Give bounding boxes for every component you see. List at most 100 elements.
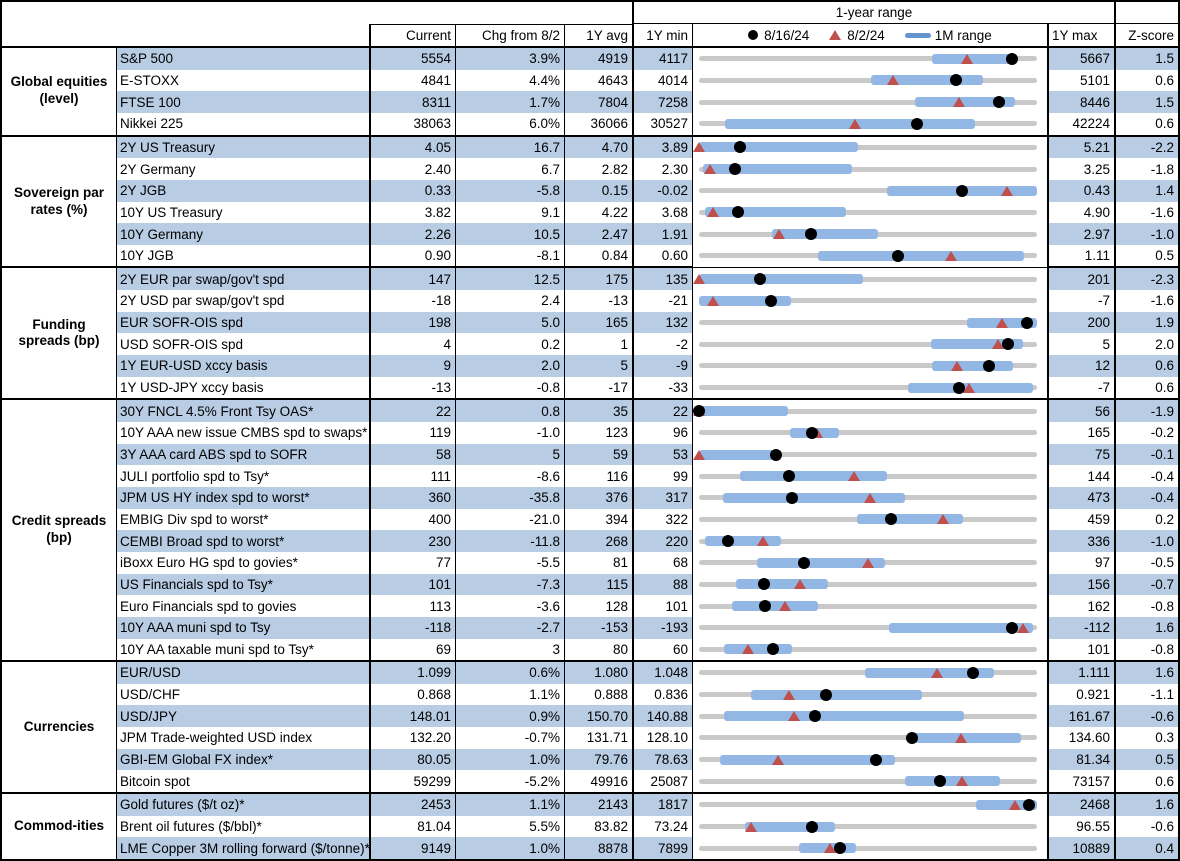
1y-max-value: 97 xyxy=(1047,551,1114,574)
1y-avg-value: 59 xyxy=(564,443,632,466)
chg-from-8-2-value: 0.6% xyxy=(455,662,564,684)
1y-avg-value: 0.84 xyxy=(564,244,632,267)
1y-avg-value: 49916 xyxy=(564,770,632,793)
1y-min-value: 99 xyxy=(632,465,692,487)
1y-min-value: 220 xyxy=(632,530,692,552)
1y-max-value: 156 xyxy=(1047,573,1114,596)
table-row: GBI-EM Global FX index* 80.05 1.0% 79.76… xyxy=(117,748,1178,771)
section-rows: 2Y EUR par swap/gov't spd 147 12.5 175 1… xyxy=(117,268,1178,399)
one-month-range-bar xyxy=(932,53,1015,64)
z-score-value: -0.2 xyxy=(1114,422,1178,444)
z-score-value: -0.1 xyxy=(1114,443,1178,466)
1y-max-value: 162 xyxy=(1047,595,1114,617)
aug16-dot-marker xyxy=(891,249,904,262)
1y-range-track xyxy=(699,802,1037,808)
chg-from-8-2-value: -8.6 xyxy=(455,465,564,487)
one-month-range-bar xyxy=(818,250,1024,261)
range-chart xyxy=(692,815,1047,838)
1y-max-value: 161.67 xyxy=(1047,705,1114,728)
table-row: EUR SOFR-OIS spd 198 5.0 165 132 200 1.9 xyxy=(117,311,1178,334)
1y-avg-value: 4919 xyxy=(564,48,632,70)
table-body: Global equities (level) S&P 500 5554 3.9… xyxy=(2,46,1178,859)
z-score-value: -0.6 xyxy=(1114,705,1178,728)
table-row: 10Y AA taxable muni spd to Tsy* 69 3 80 … xyxy=(117,638,1178,661)
1y-max-value: -112 xyxy=(1047,616,1114,639)
aug2-triangle-marker xyxy=(937,514,950,525)
aug2-triangle-marker xyxy=(779,601,792,612)
table-row: JPM Trade-weighted USD index 132.20 -0.7… xyxy=(117,727,1178,749)
one-month-range-bar xyxy=(736,579,829,590)
z-score-value: -0.8 xyxy=(1114,638,1178,661)
row-label: 1Y EUR-USD xccy basis xyxy=(117,355,369,377)
range-chart xyxy=(692,487,1047,509)
1y-range-track xyxy=(699,144,1037,150)
current-value: 360 xyxy=(369,487,455,509)
section-rows: 30Y FNCL 4.5% Front Tsy OAS* 22 0.8 35 2… xyxy=(117,400,1178,661)
1y-max-value: 8446 xyxy=(1047,91,1114,113)
chg-from-8-2-value: 0.8 xyxy=(455,400,564,423)
legend-dot-label: 8/16/24 xyxy=(764,27,810,43)
current-value: 111 xyxy=(369,465,455,487)
1y-min-value: 1.91 xyxy=(632,223,692,245)
aug2-triangle-marker xyxy=(1017,622,1030,633)
table-row: 10Y AAA muni spd to Tsy -118 -2.7 -153 -… xyxy=(117,616,1178,639)
z-score-value: 1.6 xyxy=(1114,616,1178,639)
row-label: USD/CHF xyxy=(117,683,369,706)
row-label: Bitcoin spot xyxy=(117,770,369,793)
z-score-value: -1.0 xyxy=(1114,223,1178,245)
one-month-range-bar xyxy=(750,689,922,700)
z-score-value: 0.6 xyxy=(1114,69,1178,92)
table-section: Credit spreads (bp) 30Y FNCL 4.5% Front … xyxy=(2,398,1178,661)
chg-from-8-2-value: -5.8 xyxy=(455,179,564,202)
current-value: 69 xyxy=(369,638,455,661)
current-value: 8311 xyxy=(369,91,455,113)
section-category-label: Sovereign par rates (%) xyxy=(2,136,117,267)
aug16-dot-marker xyxy=(731,206,744,219)
1y-avg-value: 0.888 xyxy=(564,683,632,706)
1y-min-value: 128.10 xyxy=(632,727,692,749)
row-label: Gold futures ($/t oz)* xyxy=(117,794,369,816)
column-header-chg: Chg from 8/2 xyxy=(455,24,564,46)
1y-max-value: 134.60 xyxy=(1047,727,1114,749)
1y-max-value: 73157 xyxy=(1047,770,1114,793)
table-row: 2Y EUR par swap/gov't spd 147 12.5 175 1… xyxy=(117,268,1178,291)
1y-avg-value: 115 xyxy=(564,573,632,596)
1y-avg-value: 394 xyxy=(564,508,632,531)
z-score-value: -2.2 xyxy=(1114,136,1178,159)
table-row: USD SOFR-OIS spd 4 0.2 1 -2 5 2.0 xyxy=(117,333,1178,356)
chg-from-8-2-value: 2.0 xyxy=(455,355,564,377)
1y-range-track xyxy=(699,824,1037,830)
1y-min-value: 1817 xyxy=(632,794,692,816)
row-label: 2Y US Treasury xyxy=(117,136,369,159)
current-value: -118 xyxy=(369,616,455,639)
current-value: 81.04 xyxy=(369,815,455,838)
row-label: EUR SOFR-OIS spd xyxy=(117,311,369,334)
chg-from-8-2-value: 3 xyxy=(455,638,564,661)
range-chart xyxy=(692,837,1047,859)
aug16-dot-marker xyxy=(1005,621,1018,634)
one-month-range-bar xyxy=(744,821,835,832)
1y-min-value: 135 xyxy=(632,268,692,291)
table-section: Commod-ities Gold futures ($/t oz)* 2453… xyxy=(2,792,1178,859)
one-month-range-bar xyxy=(732,601,819,612)
1y-max-value: 473 xyxy=(1047,487,1114,509)
aug16-dot-marker xyxy=(950,74,963,87)
aug16-dot-marker xyxy=(1021,316,1034,329)
header-top-spacer xyxy=(2,2,632,24)
1y-avg-value: 2.82 xyxy=(564,158,632,180)
1y-max-value: 56 xyxy=(1047,400,1114,423)
one-month-range-bar xyxy=(699,142,858,153)
range-plot-area xyxy=(699,113,1037,135)
1y-range-track xyxy=(699,99,1037,105)
row-label: 10Y Germany xyxy=(117,223,369,245)
aug16-dot-marker xyxy=(992,96,1005,109)
z-score-value: 0.6 xyxy=(1114,355,1178,377)
aug2-triangle-marker xyxy=(862,557,874,568)
1y-min-value: 1.048 xyxy=(632,662,692,684)
section-category-label: Credit spreads (bp) xyxy=(2,400,117,661)
aug16-dot-marker xyxy=(805,426,818,439)
1y-max-value: 0.921 xyxy=(1047,683,1114,706)
chg-from-8-2-value: 1.1% xyxy=(455,683,564,706)
section-category-label: Currencies xyxy=(2,662,117,793)
current-value: 0.868 xyxy=(369,683,455,706)
